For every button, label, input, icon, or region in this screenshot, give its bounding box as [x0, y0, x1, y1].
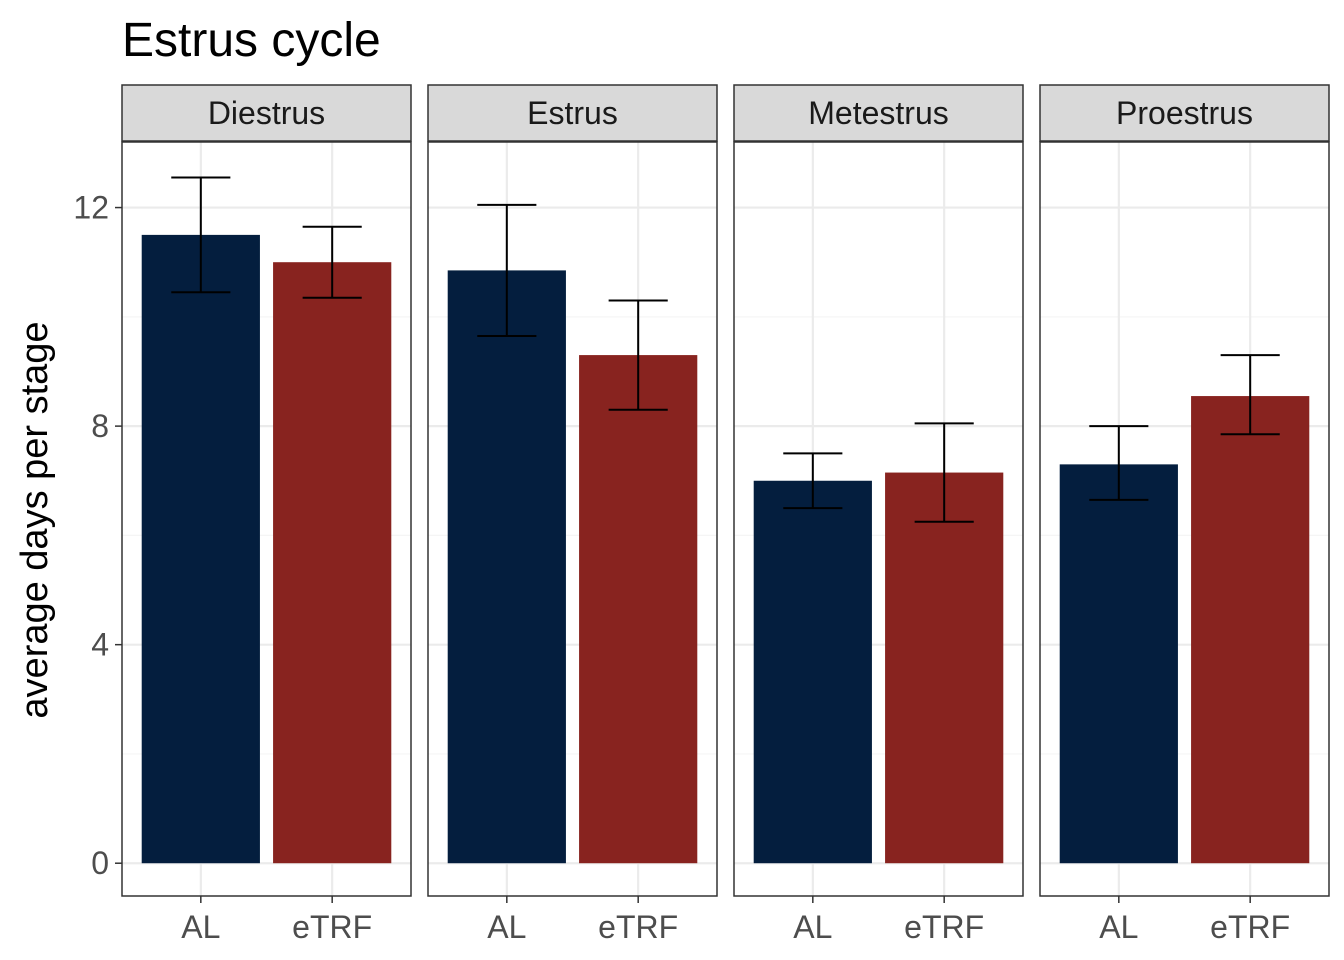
- bar-etrf: [579, 355, 698, 864]
- panel-border: [121, 141, 412, 897]
- x-tick-label: AL: [793, 909, 832, 945]
- facet-label: Estrus: [527, 95, 618, 131]
- facet-panel-proestrus: Proestrus AL eTRF: [1039, 84, 1330, 945]
- panel-border: [427, 141, 718, 897]
- y-tick-label: 8: [91, 408, 109, 444]
- bar-al: [447, 270, 566, 864]
- facet-panel-diestrus: Diestrus AL eTRF: [121, 84, 412, 945]
- facet-panel-metestrus: Metestrus AL eTRF: [733, 84, 1024, 945]
- facet-panel-estrus: Estrus AL eTRF: [427, 84, 718, 945]
- bar-al: [1059, 464, 1178, 864]
- x-tick-label: AL: [1099, 909, 1138, 945]
- facet-label: Diestrus: [208, 95, 325, 131]
- x-tick-label: AL: [181, 909, 220, 945]
- panel-border: [1039, 141, 1330, 897]
- facet-strip: [733, 84, 1024, 142]
- x-tick-label: eTRF: [904, 909, 984, 945]
- y-tick-label: 12: [73, 190, 109, 226]
- bar-etrf: [273, 262, 392, 864]
- facet-label: Metestrus: [808, 95, 948, 131]
- panel-border: [733, 141, 1024, 897]
- x-tick-label: eTRF: [292, 909, 372, 945]
- facet-strip: [427, 84, 718, 142]
- y-tick-label: 4: [91, 627, 109, 663]
- facet-strip: [1039, 84, 1330, 142]
- y-tick-label: 0: [91, 845, 109, 881]
- chart-title: Estrus cycle: [122, 14, 381, 67]
- x-tick-label: AL: [487, 909, 526, 945]
- bar-al: [753, 480, 872, 864]
- facet-strip: [121, 84, 412, 142]
- facet-label: Proestrus: [1116, 95, 1253, 131]
- bar-etrf: [1191, 396, 1310, 864]
- bar-etrf: [885, 472, 1004, 864]
- x-tick-label: eTRF: [598, 909, 678, 945]
- bar-al: [141, 234, 260, 864]
- y-axis-label: average days per stage: [14, 321, 56, 718]
- x-tick-label: eTRF: [1210, 909, 1290, 945]
